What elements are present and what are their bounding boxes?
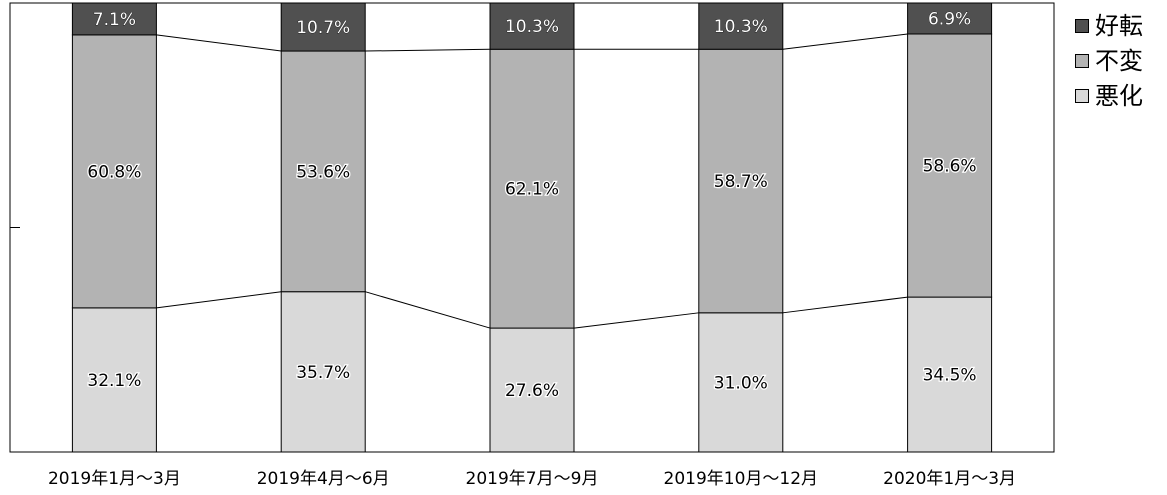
x-tick-label: 2020年1月～3月 [883,469,1016,489]
bar-segment [280,50,366,293]
series-line [782,33,908,50]
bar-segment [698,48,784,314]
bar-segment [280,2,366,52]
data-label: 7.1% [93,10,136,30]
legend-swatch-kouten [1075,18,1089,33]
data-label: 62.1% [505,180,559,200]
x-tick-label: 2019年1月～3月 [48,469,181,489]
bar-segment [489,327,575,453]
legend-item-kouten: 好転 [1075,8,1143,43]
x-tick-label: 2019年4月～6月 [257,469,390,489]
bar-segment [489,48,575,329]
data-label: 32.1% [87,371,141,391]
series-line [365,291,491,329]
legend-label-akka: 悪化 [1095,81,1143,110]
data-label: 60.8% [87,162,141,182]
stacked-bar-chart: 32.1% 60.8% 7.1% 35.7% 53.6% 10.7% 27.6% 62.1% 1… [9,2,1055,489]
bar-segment [71,2,157,36]
legend-swatch-akka [1075,88,1089,103]
data-label: 6.9% [928,9,971,29]
series-line [156,291,282,309]
bar-segment [698,2,784,50]
bar-segment [907,2,993,35]
series-line [365,48,491,52]
bar-segment [280,291,366,453]
bar-segment [489,2,575,50]
bar-segment [907,296,993,453]
x-tick-label: 2019年10月～12月 [664,469,819,489]
data-label: 58.6% [923,157,977,177]
bar-segment [71,34,157,309]
data-label: 53.6% [296,162,350,182]
series-line [156,34,282,52]
chart-legend: 好転 不変 悪化 [1075,8,1143,113]
legend-label-kouten: 好転 [1095,11,1143,40]
legend-label-fuhen: 不変 [1095,46,1143,75]
series-line [573,312,699,329]
data-label: 35.7% [296,363,350,383]
data-label: 10.3% [505,17,559,37]
data-label: 10.3% [714,17,768,37]
legend-swatch-fuhen [1075,53,1089,68]
data-label: 34.5% [923,366,977,386]
x-tick-label: 2019年7月～9月 [466,469,599,489]
legend-item-fuhen: 不変 [1075,43,1143,78]
data-label: 10.7% [296,18,350,38]
bar-segment [907,33,993,298]
bar-segment [698,312,784,453]
data-label: 27.6% [505,381,559,401]
data-label: 31.0% [714,373,768,393]
series-line [782,296,908,314]
legend-item-akka: 悪化 [1075,78,1143,113]
bar-segment [71,307,157,453]
data-label: 58.7% [714,172,768,192]
